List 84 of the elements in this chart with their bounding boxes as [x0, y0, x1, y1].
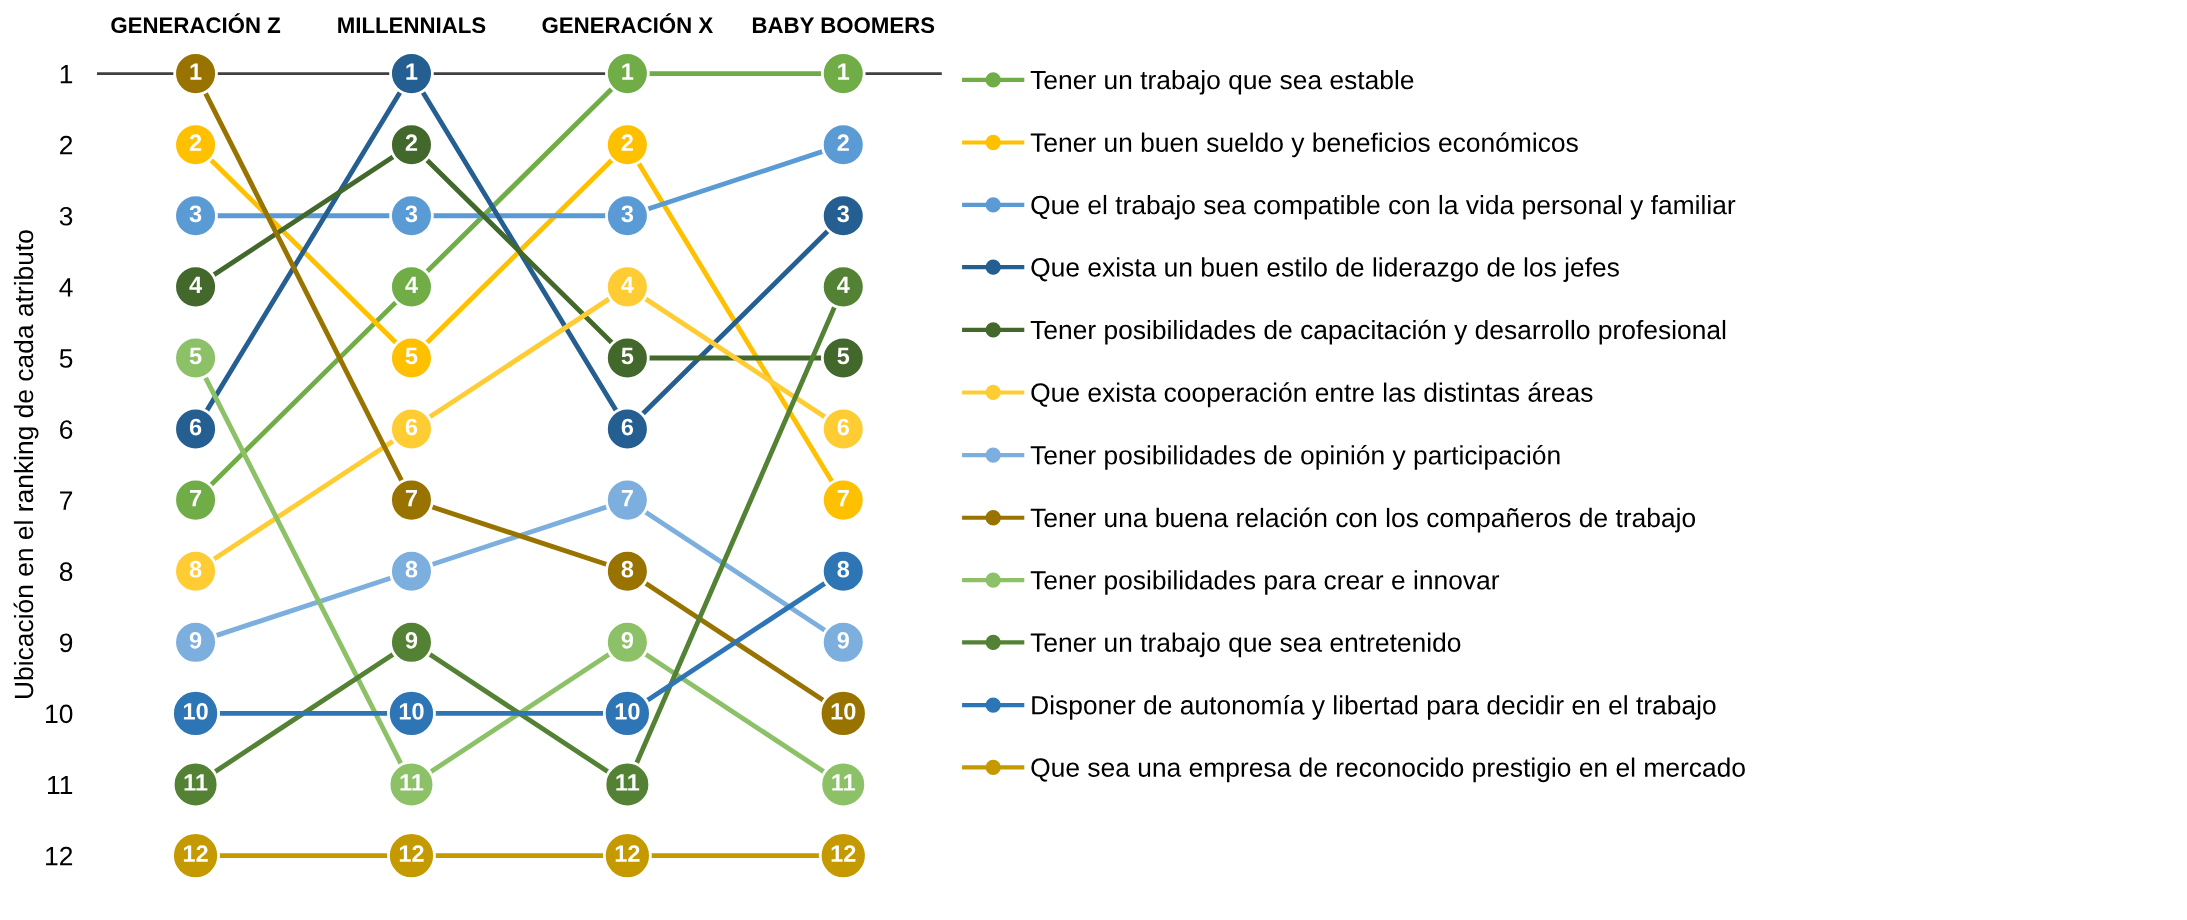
data-label: 1 [838, 63, 850, 80]
data-label: 7 [405, 490, 417, 507]
y-tick-label: 12 [46, 846, 73, 866]
point [389, 477, 434, 523]
data-label: 1 [190, 63, 202, 80]
data-label: 3 [837, 205, 849, 223]
legend-label: Tener un trabajo que sea entretenido [1030, 632, 1461, 658]
legend-label: Tener un buen sueldo y beneficios económicos [1030, 132, 1578, 158]
y-tick-label: 6 [60, 420, 73, 439]
data-label: 11 [400, 774, 424, 791]
y-tick-label: 1 [60, 65, 73, 84]
data-label: 9 [189, 631, 202, 649]
x-tick-label: GENERACIÓN X [542, 13, 713, 34]
data-label: 5 [189, 347, 202, 365]
legend-label: Que exista cooperación entre las distintas áreas [1031, 382, 1593, 408]
data-label: 2 [405, 134, 418, 151]
y-tick-label: 10 [46, 704, 73, 724]
legend-label: Tener posibilidades para crear e innovar [1030, 570, 1500, 595]
data-label: 11 [832, 774, 856, 791]
point [820, 477, 866, 523]
data-label: 9 [837, 631, 849, 649]
data-label: 2 [837, 134, 849, 151]
y-tick-label: 3 [59, 206, 73, 226]
data-label: 4 [621, 276, 634, 293]
data-label: 7 [621, 490, 633, 507]
y-axis-title: Ubicación en el ranking de cada atributo [13, 230, 39, 698]
point [820, 620, 866, 665]
y-tick-label: 2 [60, 135, 73, 155]
data-label: 6 [405, 418, 418, 436]
data-label: 1 [406, 63, 418, 80]
data-label: 11 [184, 774, 208, 791]
data-label: 12 [183, 845, 208, 862]
data-label: 8 [405, 560, 418, 578]
data-label: 3 [621, 205, 634, 223]
point [605, 477, 650, 523]
data-label: 9 [621, 631, 634, 649]
y-tick-label: 8 [59, 562, 73, 582]
legend-label: Tener un trabajo que sea estable [1030, 69, 1414, 95]
data-label: 1 [622, 63, 634, 80]
data-label: 2 [621, 134, 633, 151]
data-label: 10 [399, 703, 424, 720]
point [820, 51, 866, 96]
legend-label: Tener posibilidades de capacitación y desarrollo profesional [1030, 319, 1726, 345]
data-label: 12 [831, 845, 856, 862]
x-tick-label: MILLENNIALS [338, 17, 486, 34]
data-label: 4 [837, 276, 850, 293]
legend-label: Que sea una empresa de reconocido prestigio en el mercado [1031, 757, 1745, 783]
data-label: 3 [405, 205, 418, 223]
data-label: 7 [837, 490, 849, 507]
data-label: 12 [615, 845, 640, 862]
data-label: 2 [189, 134, 202, 151]
legend-label: Disponer de autonomía y libertad para decidir en el trabajo [1032, 694, 1716, 720]
data-label: 3 [189, 205, 202, 223]
data-label: 5 [405, 347, 418, 365]
x-tick-label: GENERACIÓN Z [111, 13, 281, 34]
data-label: 12 [399, 845, 424, 862]
point [820, 122, 866, 167]
data-label: 4 [405, 276, 418, 293]
data-label: 9 [405, 631, 418, 649]
point [173, 477, 218, 523]
legend-label: Tener posibilidades de opinión y participación [1030, 444, 1560, 470]
y-tick-label: 11 [48, 775, 73, 795]
data-label: 8 [189, 560, 202, 578]
legend-label: Que el trabajo sea compatible con la vida personal y familiar [1031, 194, 1736, 220]
y-tick-label: 4 [59, 278, 73, 297]
data-label: 6 [837, 418, 849, 436]
legend-label: Que exista un buen estilo de liderazgo de los jefes [1031, 257, 1619, 282]
data-label: 8 [621, 560, 634, 578]
data-label: 6 [621, 418, 634, 436]
legend-label: Tener una buena relación con los compañeros de trabajo [1030, 507, 1696, 533]
y-tick-label: 5 [59, 349, 73, 368]
data-label: 10 [615, 703, 640, 720]
data-label: 5 [837, 347, 850, 365]
x-tick-label: BABY BOOMERS [752, 17, 935, 34]
data-label: 6 [189, 418, 202, 436]
data-label: 11 [616, 774, 640, 791]
data-label: 7 [190, 490, 202, 507]
data-label: 10 [831, 703, 856, 720]
data-label: 5 [621, 347, 634, 365]
y-tick-label: 9 [59, 633, 73, 653]
data-label: 10 [183, 703, 208, 720]
y-tick-label: 7 [60, 491, 73, 510]
data-label: 8 [837, 560, 850, 578]
data-label: 4 [189, 276, 203, 293]
